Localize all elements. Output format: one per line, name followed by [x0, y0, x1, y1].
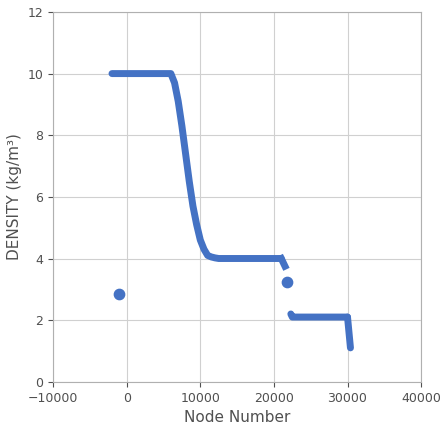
X-axis label: Node Number: Node Number: [184, 410, 290, 425]
Y-axis label: DENSITY (kg/m³): DENSITY (kg/m³): [7, 133, 22, 260]
Point: [116, 290, 123, 297]
Point: [284, 278, 291, 285]
